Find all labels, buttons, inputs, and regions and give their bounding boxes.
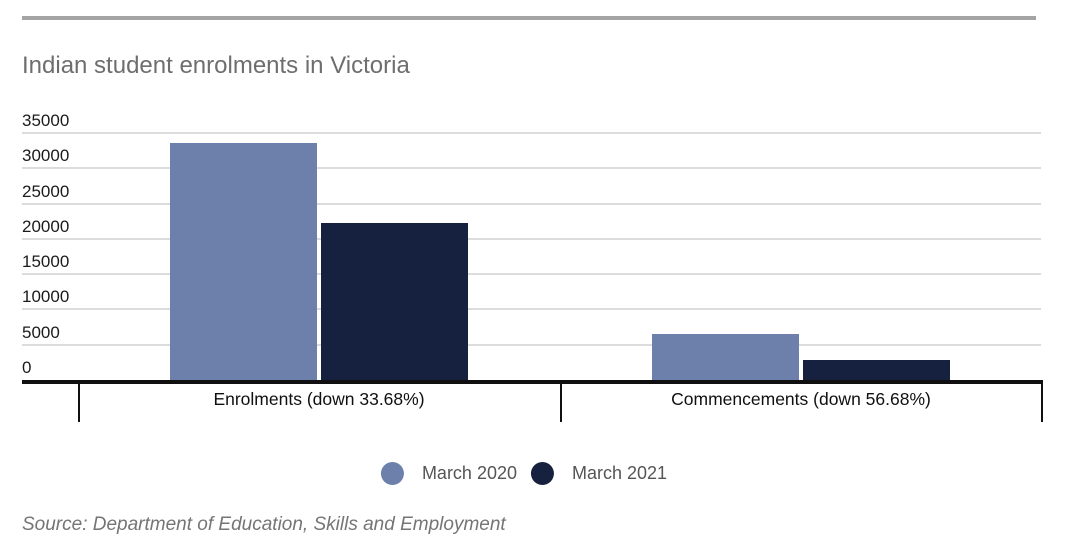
x-axis-category-label: Enrolments (down 33.68%) [213, 389, 425, 409]
y-gridline [22, 132, 1041, 134]
y-axis-tick-label: 10000 [22, 287, 70, 307]
y-gridline [22, 167, 1041, 170]
legend-swatch-march-2021-icon [531, 462, 554, 485]
y-axis-tick-label: 5000 [22, 322, 60, 342]
legend-item-march-2020: March 2020 [380, 462, 517, 485]
y-gridline [22, 343, 1041, 346]
y-axis-tick-label: 25000 [22, 181, 70, 201]
x-axis-category-label: Commencements (down 56.68%) [671, 389, 931, 409]
source-note: Source: Department of Education, Skills … [22, 514, 506, 535]
y-axis-tick-label: 30000 [22, 146, 70, 166]
legend-item-march-2021: March 2021 [531, 462, 667, 485]
y-gridline [22, 273, 1041, 276]
bar-commencements-march-2021 [803, 360, 950, 380]
y-axis-tick-label: 20000 [22, 216, 70, 236]
legend-label-march-2020: March 2020 [421, 463, 517, 483]
x-axis-tick [78, 384, 80, 422]
legend-label-march-2021: March 2021 [572, 463, 668, 483]
chart-legend: March 2020 March 2021 [380, 462, 667, 485]
x-axis-tick [560, 384, 562, 422]
chart-title: Indian student enrolments in Victoria [22, 52, 410, 79]
y-gridline [22, 237, 1041, 240]
legend-swatch-march-2020-icon [380, 462, 404, 485]
y-gridline [22, 202, 1041, 205]
y-axis-tick-label: 0 [22, 358, 32, 377]
y-axis-tick-label: 15000 [22, 252, 70, 272]
top-divider [22, 16, 1036, 20]
bar-enrolments-march-2021 [321, 222, 468, 380]
y-gridline [22, 308, 1041, 311]
y-axis-tick-label: 35000 [22, 111, 70, 130]
bar-enrolments-march-2020 [170, 142, 317, 380]
x-axis-tick [1041, 384, 1043, 422]
bar-commencements-march-2020 [652, 334, 799, 380]
x-axis-line [22, 380, 1043, 384]
